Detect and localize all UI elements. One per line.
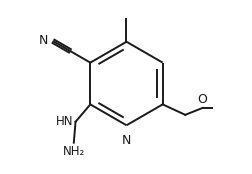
Text: N: N	[39, 34, 48, 46]
Text: HN: HN	[56, 115, 74, 128]
Text: N: N	[121, 134, 131, 147]
Text: NH₂: NH₂	[62, 145, 85, 158]
Text: O: O	[197, 93, 207, 106]
